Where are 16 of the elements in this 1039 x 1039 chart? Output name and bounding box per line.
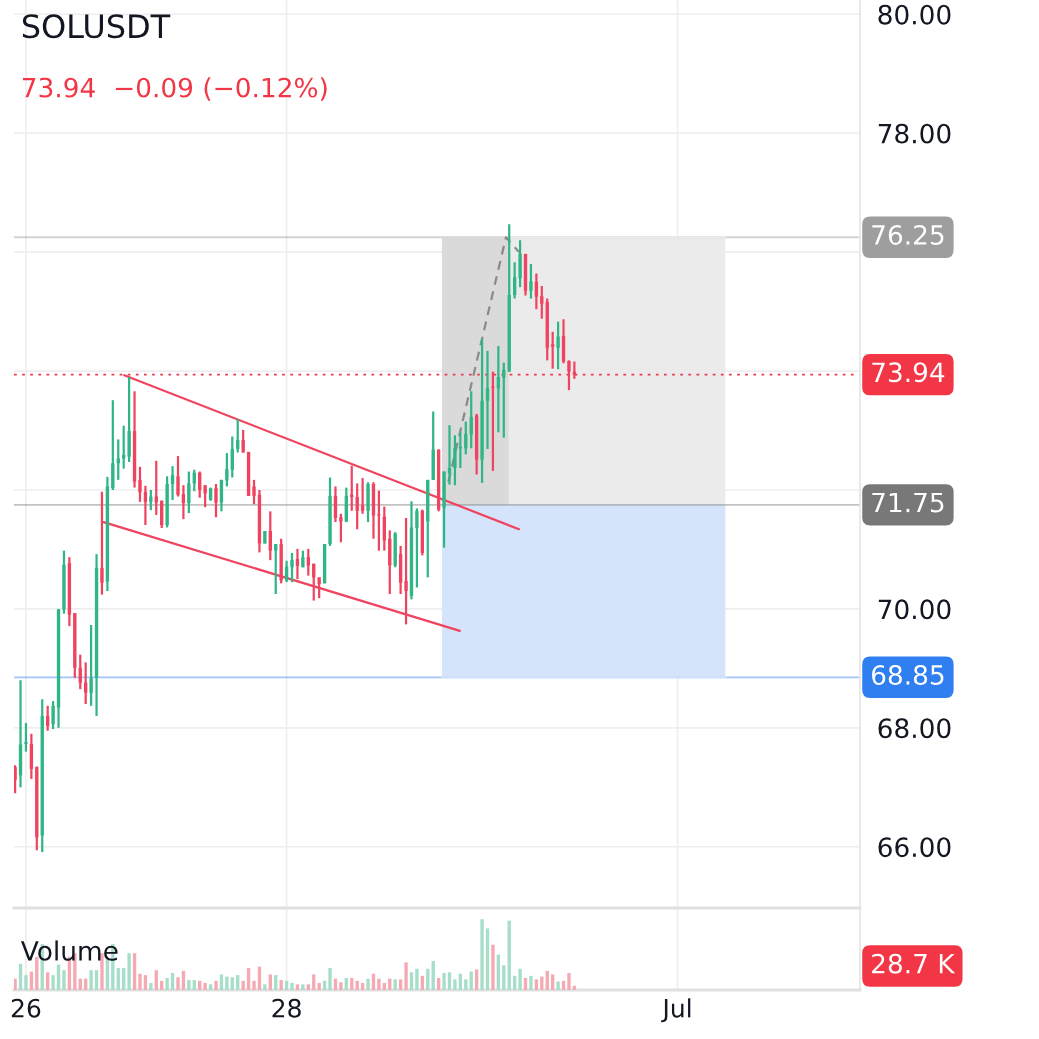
ref-line-label: 71.75 bbox=[872, 492, 944, 513]
text: 73.94 −0.09 (−0.12%) bbox=[22, 77, 327, 101]
chart-title: SOLUSDT bbox=[22, 14, 171, 39]
x-tick-label: Jul bbox=[661, 998, 691, 1023]
y-tick-label: 78.00 bbox=[878, 123, 951, 144]
ref-line-label: 68.85 bbox=[872, 664, 944, 685]
text: Volume bbox=[20, 940, 118, 961]
x-tick-label: 28 bbox=[272, 998, 301, 1018]
x-tick-label: 26 bbox=[11, 998, 41, 1018]
y-tick-label: 80.00 bbox=[878, 4, 951, 25]
y-tick-label: 66.00 bbox=[878, 837, 951, 858]
ref-line-label: 73.94 bbox=[872, 362, 945, 383]
y-tick-label: 68.00 bbox=[878, 718, 951, 739]
text: 28.7 K bbox=[872, 953, 956, 974]
ref-line-label: 76.25 bbox=[872, 224, 944, 245]
y-tick-label: 70.00 bbox=[878, 599, 951, 620]
